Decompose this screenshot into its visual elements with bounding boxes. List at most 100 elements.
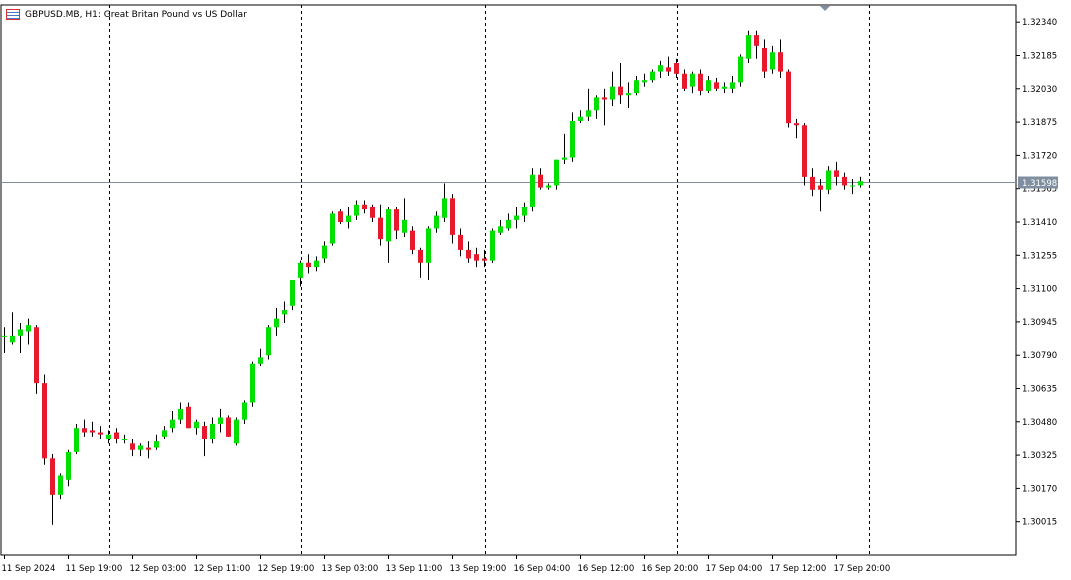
candle-body-bull	[234, 419, 239, 444]
candle-body-bull	[194, 421, 199, 429]
time-tick-label: 12 Sep 11:00	[194, 564, 251, 574]
candle-body-bull	[746, 35, 751, 59]
candle-104	[834, 161, 839, 186]
candle-body-bull	[154, 441, 159, 448]
candle-73	[586, 88, 591, 122]
candle-body-bull	[554, 159, 559, 186]
time-tick-label: 17 Sep 20:00	[834, 564, 891, 574]
candle-61	[490, 228, 495, 263]
price-tick-label: 1.32030	[1022, 85, 1057, 95]
candle-14	[114, 428, 119, 444]
candle-body-bull	[826, 170, 831, 190]
price-tick-label: 1.32185	[1022, 51, 1057, 61]
candle-body-bear	[698, 73, 703, 91]
candle-body-bear	[674, 63, 679, 74]
candle-86	[690, 71, 695, 94]
candle-44	[354, 200, 359, 220]
candle-82	[658, 60, 663, 79]
plot-area[interactable]	[0, 4, 1017, 556]
candle-body-bear	[834, 170, 839, 177]
chart-shift-marker-icon[interactable]	[820, 6, 830, 11]
candle-body-bull	[26, 325, 31, 332]
time-tick-label: 11 Sep 19:00	[66, 564, 123, 574]
price-tick-label: 1.31410	[1022, 218, 1057, 228]
candle-body-bull	[402, 219, 407, 233]
candle-68	[546, 183, 551, 190]
time-axis[interactable]: 11 Sep 2024 11 Sep 19:00 12 Sep 03:00 12 Se…	[2, 555, 891, 574]
candle-43	[346, 206, 351, 229]
candle-body-bull	[626, 93, 631, 96]
candle-33	[266, 325, 271, 360]
candle-55	[442, 183, 447, 222]
candle-83	[666, 56, 671, 76]
candle-body-bear	[538, 174, 543, 188]
candle-body-bear	[754, 35, 759, 46]
time-tick-label: 13 Sep 03:00	[322, 564, 379, 574]
candle-body-bull	[170, 419, 175, 429]
candle-31	[250, 361, 255, 407]
candle-body-bull	[298, 262, 303, 278]
candle-body-bear	[602, 97, 607, 100]
candle-body-bear	[794, 123, 799, 126]
candle-body-bull	[658, 65, 663, 72]
candle-body-bear	[42, 383, 47, 459]
candle-body-bull	[74, 428, 79, 452]
candle-body-bull	[730, 82, 735, 89]
candle-69	[554, 159, 559, 190]
time-tick-label: 13 Sep 19:00	[450, 564, 507, 574]
candle-88	[706, 75, 711, 94]
current-price-badge: 1.31598	[1018, 176, 1058, 189]
candle-body-bull	[386, 209, 391, 242]
candle-71	[570, 112, 575, 162]
candle-body-bear	[450, 198, 455, 235]
candle-body-bull	[58, 475, 63, 495]
candle-51	[410, 226, 415, 255]
candle-body-bull	[642, 80, 647, 83]
candle-21	[170, 411, 175, 433]
candle-13	[106, 430, 111, 444]
candle-24	[194, 419, 199, 435]
candle-body-bull	[322, 245, 327, 259]
candle-body-bull	[266, 327, 271, 356]
price-axis[interactable]: 1.32340 1.32185 1.32030 1.31875 1.31720 1.315…	[1016, 18, 1057, 528]
candle-body-bear	[714, 82, 719, 89]
candle-body-bull	[586, 110, 591, 117]
candle-body-bear	[762, 47, 767, 72]
chart-window-icon	[6, 9, 20, 20]
price-tick-label: 1.31100	[1022, 285, 1057, 295]
time-tick-label: 11 Sep 2024	[2, 564, 56, 574]
candle-body-bear	[458, 234, 463, 250]
chart-title-text: GBPUSD.MB, H1: Great Britan Pound vs US …	[25, 9, 247, 20]
candle-body-bear	[418, 249, 423, 263]
candle-body-bull	[106, 434, 111, 439]
candle-body-bear	[466, 249, 471, 259]
candle-98	[786, 69, 791, 128]
candle-body-bull	[10, 335, 15, 343]
candle-body-bear	[666, 67, 671, 72]
candle-body-bull	[594, 97, 599, 111]
candle-79	[634, 75, 639, 96]
price-tick-label: 1.32340	[1022, 18, 1057, 28]
price-tick-label: 1.30170	[1022, 484, 1057, 494]
candle-body-bull	[426, 228, 431, 263]
candle-body-bull	[634, 80, 639, 94]
candle-48	[386, 206, 391, 263]
candle-3	[26, 318, 31, 345]
candle-body-bear	[226, 417, 231, 437]
candle-40	[322, 241, 327, 263]
candle-99	[794, 118, 799, 139]
price-badge-label: 1.31598	[1022, 179, 1057, 189]
candle-body-bear	[90, 430, 95, 433]
candle-body-bull	[346, 215, 351, 222]
candle-body-bull	[434, 215, 439, 229]
candle-body-bull	[210, 423, 215, 439]
candle-body-bull	[314, 260, 319, 268]
candle-8	[66, 449, 71, 487]
candle-body-bear	[186, 406, 191, 429]
candle-36	[290, 280, 295, 311]
candle-64	[514, 206, 519, 229]
candle-body-bull	[498, 226, 503, 233]
candle-60	[482, 249, 487, 268]
